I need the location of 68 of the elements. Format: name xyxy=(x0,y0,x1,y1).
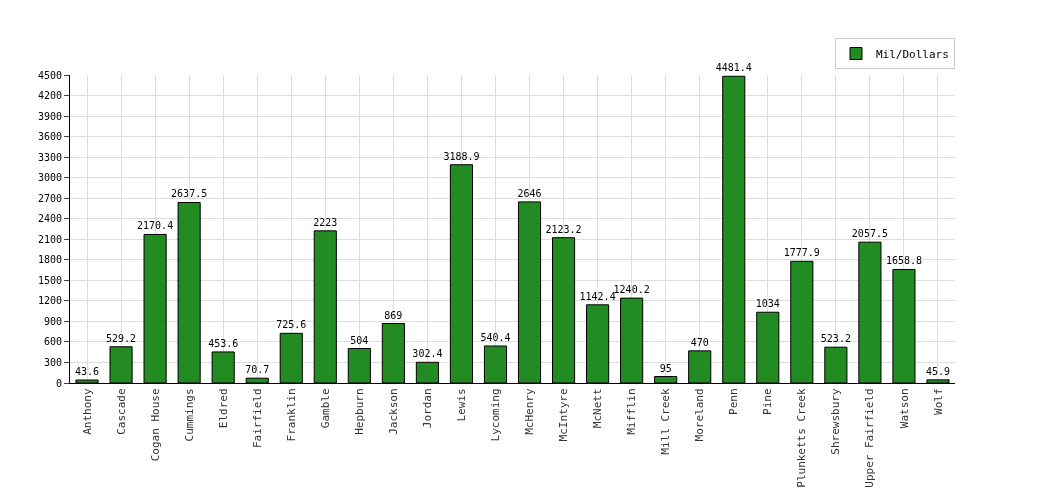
data-label: 1777.9 xyxy=(783,247,820,259)
data-label: 470 xyxy=(690,336,709,348)
x-tick-label: Shrewsbury xyxy=(829,388,843,455)
y-tick-label: 3300 xyxy=(37,151,62,163)
data-label: 2223 xyxy=(313,216,338,228)
y-tick-label: 1800 xyxy=(37,254,62,266)
x-tick-label: Jackson xyxy=(386,388,400,435)
x-tick-label: Gamble xyxy=(318,388,332,429)
x-tick-label: Cascade xyxy=(114,388,128,435)
data-label: 523.2 xyxy=(820,333,851,345)
data-label: 453.6 xyxy=(208,337,239,349)
x-tick-label: Mifflin xyxy=(625,388,639,435)
data-label: 302.4 xyxy=(412,348,443,360)
y-tick-label: 3900 xyxy=(37,110,62,122)
x-tick-label: Pine xyxy=(761,388,775,415)
y-tick-label: 3600 xyxy=(37,131,62,143)
x-tick-label: Lycoming xyxy=(489,388,503,442)
x-tick-label: Hepburn xyxy=(352,388,366,435)
data-label: 2057.5 xyxy=(851,228,888,240)
x-tick-label: Penn xyxy=(727,388,741,415)
x-tick-label: Wolf xyxy=(931,388,945,415)
y-tick-label: 4200 xyxy=(37,90,62,102)
data-label: 95 xyxy=(659,362,672,374)
y-tick-label: 600 xyxy=(43,336,62,348)
data-label: 2637.5 xyxy=(171,188,208,200)
x-tick-label: Cogan House xyxy=(148,388,162,462)
y-tick-label: 2100 xyxy=(37,233,62,245)
x-tick-label: McNett xyxy=(591,388,605,429)
y-tick-label: 0 xyxy=(55,377,62,389)
x-tick-label: Moreland xyxy=(693,388,707,442)
x-tick-label: Eldred xyxy=(216,388,230,429)
data-label: 2646 xyxy=(517,187,542,199)
y-tick-label: 4500 xyxy=(37,69,62,81)
x-tick-label: Watson xyxy=(897,388,911,429)
data-label: 869 xyxy=(384,309,403,321)
x-tick-label: Lewis xyxy=(455,388,469,422)
data-label: 70.7 xyxy=(245,364,270,376)
data-label: 1034 xyxy=(755,298,780,310)
data-label: 4481.4 xyxy=(715,62,752,74)
data-label: 1658.8 xyxy=(885,255,922,267)
y-tick-label: 3000 xyxy=(37,172,62,184)
x-tick-label: Cummings xyxy=(182,388,196,442)
y-tick-label: 2700 xyxy=(37,192,62,204)
y-tick-label: 2400 xyxy=(37,213,62,225)
y-tick-label: 300 xyxy=(43,356,62,368)
data-label: 725.6 xyxy=(276,319,307,331)
x-tick-label: McIntyre xyxy=(557,388,571,442)
data-label: 540.4 xyxy=(480,332,511,344)
data-label: 45.9 xyxy=(925,365,951,377)
x-tick-label: McHenry xyxy=(523,388,537,435)
data-label: 3188.9 xyxy=(443,150,480,162)
data-label: 1142.4 xyxy=(579,290,616,302)
legend-label: Mil/Dollars xyxy=(876,47,949,61)
y-tick-label: 1200 xyxy=(37,295,62,307)
data-label: 43.6 xyxy=(74,366,100,378)
data-label: 504 xyxy=(350,334,369,346)
data-label: 529.2 xyxy=(106,332,137,344)
x-tick-label: Upper Fairfield xyxy=(863,388,877,488)
y-tick-label: 1500 xyxy=(37,274,62,286)
x-tick-label: Plunketts Creek xyxy=(795,388,809,488)
x-tick-label: Fairfield xyxy=(250,388,264,449)
x-tick-label: Jordan xyxy=(420,388,434,429)
data-label: 2170.4 xyxy=(137,220,174,232)
x-tick-label: Anthony xyxy=(80,388,94,435)
y-tick-label: 900 xyxy=(43,315,62,327)
data-label: 2123.2 xyxy=(545,223,582,235)
x-tick-label: Mill Creek xyxy=(659,388,673,455)
x-tick-label: Franklin xyxy=(284,388,298,442)
